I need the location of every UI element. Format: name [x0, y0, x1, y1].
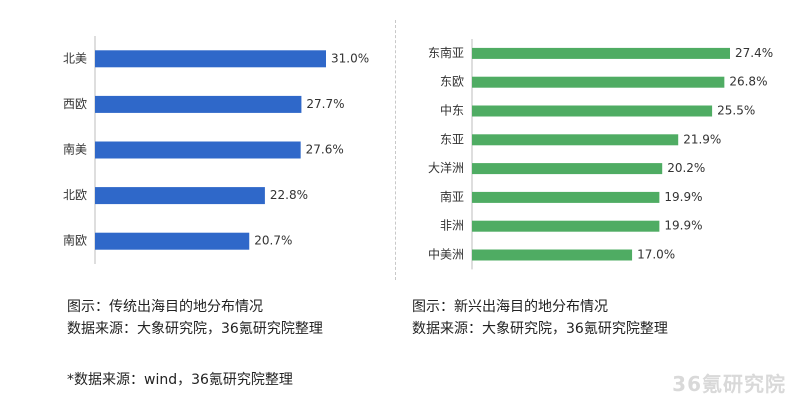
left-value-label: 20.7%	[254, 234, 292, 248]
left-bar	[95, 187, 265, 205]
right-value-label: 21.9%	[683, 132, 721, 146]
left-bar-chart-svg: 北美 31.0% 西欧 27.7% 南美 27.6% 北欧 22.8% 南欧 20.7%	[63, 36, 369, 264]
right-bar-chart-svg: 东南亚 27.4% 东欧 26.8% 中东 25.5% 东亚 21.9% 大洋洲 20.2% 南亚 1…	[428, 39, 773, 270]
emerging-destinations-chart: 东南亚 27.4% 东欧 26.8% 中东 25.5% 东亚 21.9% 大洋洲 20.2% 南亚 1…	[405, 28, 775, 273]
right-category-label: 中东	[440, 103, 464, 118]
right-value-label: 19.9%	[664, 219, 702, 233]
watermark-logo-text: 36氪研究院	[672, 372, 786, 396]
right-value-label: 25.5%	[717, 104, 755, 118]
right-chart-caption: 图示：新兴出海目的地分布情况 数据来源：大象研究院，36氪研究院整理	[412, 296, 668, 340]
left-chart-caption: 图示：传统出海目的地分布情况 数据来源：大象研究院，36氪研究院整理	[67, 296, 323, 340]
right-category-label: 东亚	[440, 132, 464, 146]
left-value-label: 27.6%	[306, 143, 344, 157]
right-category-label: 东欧	[440, 75, 464, 89]
left-bar	[95, 50, 326, 68]
right-caption-title: 图示：新兴出海目的地分布情况	[412, 299, 608, 315]
panel-divider	[395, 20, 396, 280]
traditional-destinations-chart: 北美 31.0% 西欧 27.7% 南美 27.6% 北欧 22.8% 南欧 20.7%	[40, 28, 380, 268]
right-category-label: 东南亚	[428, 45, 464, 60]
right-bar	[472, 105, 713, 117]
right-value-label: 19.9%	[664, 190, 702, 204]
right-category-label: 中美洲	[428, 247, 464, 262]
right-bar	[472, 191, 660, 203]
right-bar	[472, 47, 730, 59]
left-caption-title: 图示：传统出海目的地分布情况	[67, 299, 263, 315]
right-bar	[472, 249, 633, 261]
left-category-label: 南欧	[63, 233, 87, 248]
left-caption-source: 数据来源：大象研究院，36氪研究院整理	[67, 321, 323, 337]
right-category-label: 南亚	[440, 189, 464, 204]
left-bar	[95, 141, 301, 159]
left-value-label: 31.0%	[331, 51, 369, 65]
right-value-label: 27.4%	[735, 46, 773, 60]
left-category-label: 北欧	[63, 188, 87, 202]
right-value-label: 17.0%	[637, 248, 675, 262]
right-category-label: 大洋洲	[428, 160, 464, 175]
data-source-footnote: *数据来源：wind，36氪研究院整理	[67, 372, 293, 388]
right-category-label: 非洲	[440, 219, 464, 233]
left-value-label: 22.8%	[270, 188, 308, 202]
right-caption-source: 数据来源：大象研究院，36氪研究院整理	[412, 321, 668, 337]
right-bar	[472, 76, 725, 88]
right-bar	[472, 134, 679, 146]
left-category-label: 西欧	[63, 97, 87, 111]
right-bar	[472, 220, 660, 232]
left-bar	[95, 95, 302, 113]
left-category-label: 南美	[63, 142, 87, 157]
right-value-label: 20.2%	[667, 161, 705, 175]
left-value-label: 27.7%	[306, 97, 344, 111]
left-category-label: 北美	[63, 51, 87, 65]
right-value-label: 26.8%	[729, 75, 767, 89]
left-bar	[95, 232, 250, 250]
right-bar	[472, 163, 663, 175]
